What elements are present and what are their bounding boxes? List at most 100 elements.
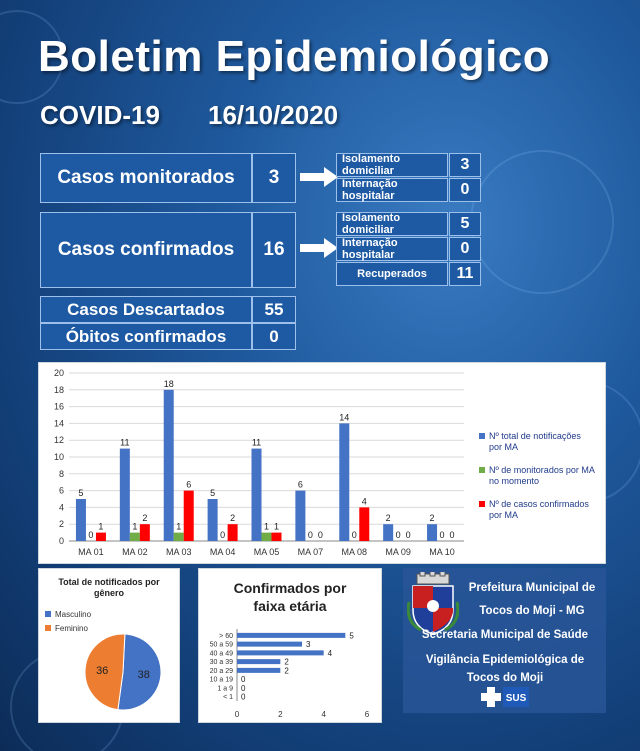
legend-swatch (479, 501, 485, 507)
recuperados-label: Recuperados (336, 262, 448, 286)
confirmados-isolamento-label: Isolamento domiciliar (336, 212, 448, 236)
data-label: 11 (252, 438, 261, 448)
page-title: Boletim Epidemiológico (38, 32, 551, 81)
bar (173, 532, 184, 541)
confirmados-internacao-value: 0 (449, 237, 481, 261)
data-label: 14 (339, 412, 349, 422)
y-tick-label: 12 (54, 435, 64, 445)
y-tick-label: 20 (54, 368, 64, 378)
bar (163, 389, 174, 541)
prefeitura-line4: Vigilância Epidemiológica de (425, 654, 585, 666)
legend-label: Nº de monitorados por MA no momento (489, 465, 595, 486)
data-label: 5 (78, 488, 83, 498)
age-data-label: 2 (284, 666, 289, 675)
bar (139, 524, 150, 541)
pie-data-label: 38 (138, 669, 150, 681)
coat-of-arms-icon (407, 572, 459, 635)
y-tick-label: 10 (54, 452, 64, 462)
age-data-label: 4 (328, 649, 333, 658)
age-category-label: 20 a 29 (210, 668, 233, 675)
gender-pie-chart: Total de notificados por gênero Masculino F… (45, 577, 162, 711)
pie-title: Total de notificados por gênero (58, 577, 160, 598)
arrow-right-icon (300, 238, 338, 258)
pie-data-label: 36 (96, 665, 108, 677)
prefeitura-line2: Tocos do Moji - MG (479, 605, 585, 617)
legend-label: Nº de casos confirmados por MA (489, 499, 589, 520)
x-tick-label: MA 02 (122, 547, 148, 557)
data-label: 1 (274, 522, 279, 532)
bar (359, 507, 370, 541)
bar (427, 524, 438, 541)
x-tick-label: MA 08 (342, 547, 368, 557)
data-label: 1 (98, 522, 103, 532)
age-x-tick-label: 0 (235, 710, 240, 719)
monitorados-isolamento-label: Isolamento domiciliar (336, 153, 448, 177)
confirmados-label-box: Casos confirmados (40, 212, 252, 288)
covid-label: COVID-19 (40, 100, 160, 130)
bulletin-date: 16/10/2020 (208, 100, 339, 130)
obitos-label: Óbitos confirmados (65, 326, 227, 346)
legend-swatch (479, 433, 485, 439)
age-bar-chart: Confirmados por faixa etária > 60 5 50 a 59 3… (210, 580, 370, 719)
data-label: 0 (440, 530, 445, 540)
sus-logo-text: SUS (506, 693, 527, 704)
data-label: 4 (362, 496, 367, 506)
sus-logo-icon: SUS (481, 687, 529, 707)
y-tick-label: 2 (59, 519, 64, 529)
legend-label: Nº total de notificações por MA (489, 431, 581, 452)
bar (129, 532, 140, 541)
age-bar (237, 667, 281, 673)
x-tick-label: MA 05 (254, 547, 280, 557)
bar (339, 423, 350, 541)
bar (75, 499, 86, 541)
data-label: 0 (406, 530, 411, 540)
descartados-label: Casos Descartados (67, 299, 225, 319)
monitorados-isolamento-value: 3 (449, 153, 481, 177)
data-label: 18 (164, 379, 174, 389)
obitos-value: 0 (269, 326, 279, 346)
confirmados-value-box: 16 (252, 212, 296, 288)
age-category-label: > 60 (219, 633, 233, 640)
prefeitura-line3: Secretaria Municipal de Saúde (421, 629, 589, 641)
age-bar (237, 659, 281, 665)
monitorados-internacao-value: 0 (449, 178, 481, 202)
bar (251, 448, 262, 541)
x-tick-label: MA 01 (78, 547, 104, 557)
age-data-label: 3 (306, 640, 311, 649)
legend-swatch (479, 467, 485, 473)
pie-slice (84, 633, 126, 711)
arrow-right-icon (300, 167, 338, 187)
bar (271, 532, 282, 541)
age-category-label: 1 a 9 (217, 685, 233, 692)
bar (95, 532, 106, 541)
pie-slice (117, 633, 162, 711)
x-tick-label: MA 04 (210, 547, 236, 557)
data-label: 2 (230, 513, 235, 523)
prefeitura-line1: Prefeitura Municipal de (468, 582, 596, 594)
age-bar (237, 632, 346, 638)
age-data-label: 0 (241, 675, 246, 684)
age-category-label: < 1 (223, 694, 233, 701)
y-tick-label: 6 (59, 486, 64, 496)
age-data-label: 0 (241, 693, 246, 702)
age-bar (237, 641, 302, 647)
monitorados-label: Casos monitorados (57, 167, 235, 188)
age-x-tick-label: 2 (278, 710, 283, 719)
bar (183, 490, 194, 541)
age-bar (237, 650, 324, 656)
obitos-value-box: 0 (252, 323, 296, 350)
data-label: 11 (120, 438, 129, 448)
pie-legend-label: Feminino (55, 624, 88, 633)
monitorados-value-box: 3 (252, 153, 296, 203)
bar (261, 532, 272, 541)
age-x-tick-label: 4 (321, 710, 326, 719)
y-tick-label: 0 (59, 536, 64, 546)
y-tick-label: 16 (54, 402, 64, 412)
age-data-label: 2 (284, 658, 289, 667)
data-label: 2 (430, 513, 435, 523)
monitorados-label-box: Casos monitorados (40, 153, 252, 203)
age-category-label: 50 a 59 (210, 642, 233, 649)
bar (207, 499, 218, 541)
data-label: 6 (298, 480, 303, 490)
